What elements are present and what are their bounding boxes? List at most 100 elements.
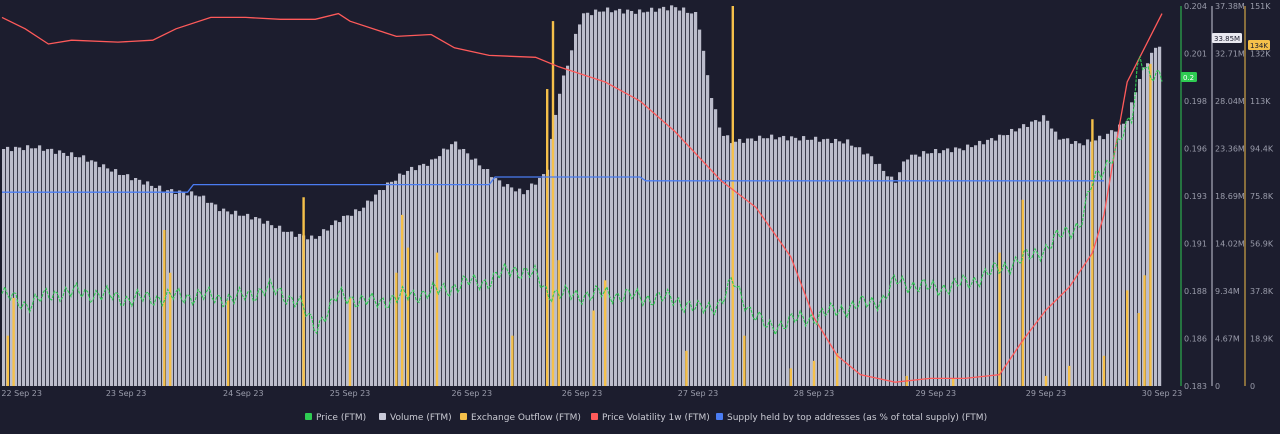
outflow-badge-label: 134K xyxy=(1250,42,1268,50)
volume-bar xyxy=(1018,128,1022,386)
volume-bar xyxy=(558,93,562,386)
volume-bar xyxy=(1134,92,1138,386)
volume-bar xyxy=(786,140,790,386)
legend-label: Volume (FTM) xyxy=(390,413,452,423)
volume-bar xyxy=(762,138,766,386)
plot-area xyxy=(1,5,1163,387)
volume-bar xyxy=(206,202,210,386)
volume-bar xyxy=(106,168,110,386)
outflow-spike xyxy=(731,6,734,386)
volume-bar xyxy=(1142,67,1146,387)
volume-bar xyxy=(634,13,638,387)
volume-tick-label: 23.36M xyxy=(1215,145,1245,154)
volume-bar xyxy=(606,7,610,387)
volume-bar xyxy=(170,189,174,386)
price-tick-label: 0.186 xyxy=(1184,335,1207,344)
outflow-spike xyxy=(163,229,166,386)
volume-bar xyxy=(6,146,10,386)
volume-bar xyxy=(358,211,362,386)
volume-bar xyxy=(926,153,930,386)
volume-bar xyxy=(950,152,954,386)
volume-bar xyxy=(918,156,922,386)
legend-swatch xyxy=(460,413,467,420)
volume-bar xyxy=(590,15,594,387)
volume-bar xyxy=(266,220,270,386)
volume-bar xyxy=(890,176,894,386)
volume-bar xyxy=(54,153,58,386)
volume-bar xyxy=(850,145,854,386)
volume-bar xyxy=(814,136,818,386)
volume-bar xyxy=(470,159,474,386)
volume-bar xyxy=(50,148,54,386)
volume-bar xyxy=(466,153,470,386)
outflow-tick-label: 94.4K xyxy=(1250,145,1274,154)
outflow-spike xyxy=(6,335,9,386)
volume-bar xyxy=(26,145,30,386)
axes: 0.204 0.201 0.198 0.196 0.193 0.191 0.188 0.186… xyxy=(1,2,1273,398)
volume-bar xyxy=(1034,120,1038,386)
volume-bar xyxy=(1066,138,1070,386)
outflow-tick-label: 0 xyxy=(1250,382,1255,391)
volume-bar xyxy=(710,98,714,386)
outflow-spike xyxy=(789,368,792,386)
volume-bar xyxy=(854,147,858,386)
volume-bar xyxy=(662,6,666,386)
volume-bar xyxy=(1114,131,1118,386)
volume-bar xyxy=(474,158,478,386)
volume-bar xyxy=(910,154,914,386)
outflow-spike xyxy=(1137,313,1140,386)
volume-bar xyxy=(138,179,142,386)
outflow-tick-label: 113K xyxy=(1250,97,1271,106)
volume-bar xyxy=(2,149,6,386)
volume-bar xyxy=(1126,120,1130,386)
volume-bar xyxy=(338,222,342,386)
volume-bar xyxy=(966,144,970,386)
volume-bar xyxy=(86,161,90,386)
outflow-spike xyxy=(227,300,230,386)
volume-bar xyxy=(286,231,290,386)
volume-tick-label: 37.38M xyxy=(1215,2,1245,11)
volume-bar xyxy=(102,164,106,386)
volatility-line xyxy=(1,12,1163,383)
volume-bar xyxy=(1070,143,1074,386)
volume-bar xyxy=(274,228,278,386)
volume-bar xyxy=(646,11,650,387)
volume-tick-label: 28.04M xyxy=(1215,97,1245,106)
volume-bar xyxy=(514,191,518,386)
volume-bar xyxy=(330,225,334,386)
volume-bar xyxy=(1146,63,1150,387)
volume-bar xyxy=(810,139,814,386)
volume-bar xyxy=(1014,131,1018,386)
volume-bar xyxy=(458,149,462,386)
volume-bar xyxy=(690,13,694,386)
volume-bar xyxy=(766,138,770,386)
outflow-spike xyxy=(1102,355,1106,386)
volume-bar xyxy=(1062,138,1066,386)
volume-bar xyxy=(654,11,658,386)
volume-bar xyxy=(562,75,566,386)
volume-bar xyxy=(862,154,866,386)
volume-bar xyxy=(774,139,778,386)
volume-bar xyxy=(10,151,14,386)
volume-bar xyxy=(262,223,266,386)
volume-bar xyxy=(958,148,962,386)
volume-bar xyxy=(298,233,302,386)
volume-bar xyxy=(94,161,98,386)
outflow-spike xyxy=(998,252,1001,386)
volume-bar xyxy=(594,9,598,386)
volume-bar xyxy=(366,200,370,386)
volume-bar xyxy=(1002,135,1006,386)
volume-bar xyxy=(942,150,946,386)
price-tick-label: 0.193 xyxy=(1184,192,1207,201)
volume-bar xyxy=(290,231,294,386)
volume-bar xyxy=(110,171,114,386)
volume-bar xyxy=(886,176,890,386)
price-tick-label: 0.198 xyxy=(1184,97,1207,106)
volume-bar xyxy=(742,142,746,386)
volume-bar xyxy=(802,136,806,386)
outflow-spike xyxy=(406,247,410,386)
volume-bar xyxy=(618,8,622,387)
volume-bar xyxy=(1046,120,1050,386)
volume-bar xyxy=(250,219,254,386)
